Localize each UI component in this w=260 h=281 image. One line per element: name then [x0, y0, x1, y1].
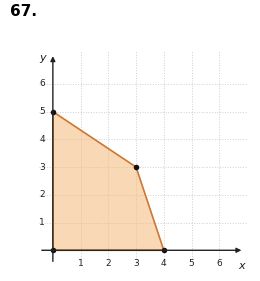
- Text: x: x: [238, 261, 245, 271]
- Text: 5: 5: [189, 259, 194, 268]
- Text: 2: 2: [106, 259, 111, 268]
- Text: 3: 3: [133, 259, 139, 268]
- Text: 2: 2: [40, 190, 45, 199]
- Text: 4: 4: [40, 135, 45, 144]
- Text: 4: 4: [161, 259, 167, 268]
- Polygon shape: [53, 112, 164, 250]
- Text: 6: 6: [39, 79, 45, 88]
- Text: 3: 3: [39, 163, 45, 172]
- Text: 1: 1: [78, 259, 83, 268]
- Text: 5: 5: [39, 107, 45, 116]
- Text: 1: 1: [39, 218, 45, 227]
- Text: y: y: [39, 53, 46, 62]
- Text: 6: 6: [216, 259, 222, 268]
- Text: 67.: 67.: [10, 4, 37, 19]
